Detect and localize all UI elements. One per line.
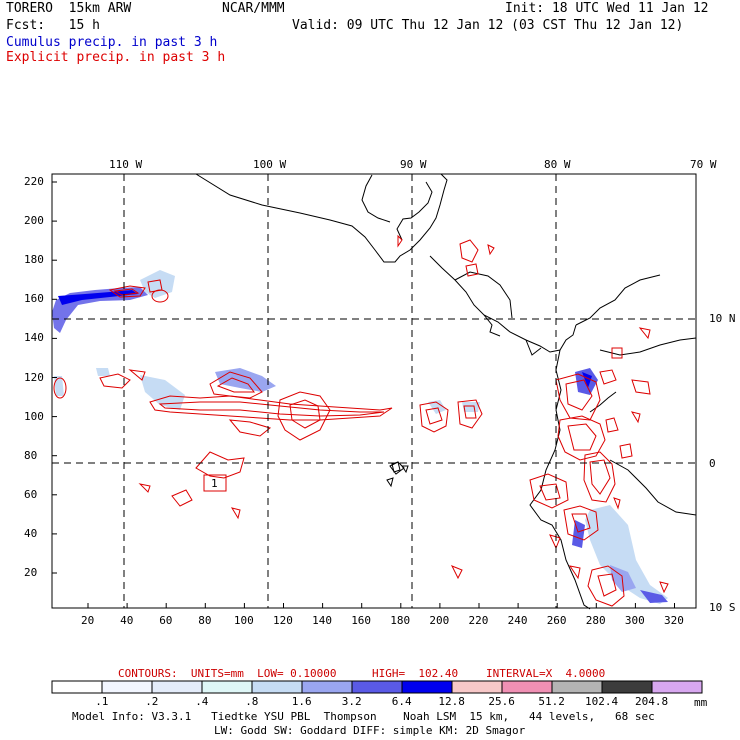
- y-tick-label: 100: [24, 409, 44, 423]
- x-tick-label: 220: [468, 614, 489, 627]
- x-tick-label: 60: [159, 614, 173, 627]
- y-tick-label: 20: [24, 566, 38, 579]
- lat-label-10s: 10 S: [709, 601, 736, 614]
- colorbar-label: 6.4: [391, 695, 412, 708]
- colorbar-label: 3.2: [341, 695, 362, 708]
- colorbar-label: 204.8: [635, 695, 669, 708]
- x-tick-label: 200: [429, 614, 450, 627]
- x-tick-label: 260: [546, 614, 567, 627]
- x-tick-label: 160: [351, 614, 372, 627]
- colorbar-units: mm: [694, 696, 708, 709]
- x-tick-label: 300: [624, 614, 645, 627]
- lon-label-70w: 70 W: [690, 158, 717, 171]
- x-tick-label: 80: [198, 614, 212, 627]
- land-contours: [386, 461, 409, 488]
- y-tick-label: 180: [24, 253, 44, 267]
- y-tick-label: 220: [24, 175, 44, 188]
- explicit-precip-contours: [53, 234, 669, 607]
- x-tick-label: 40: [120, 614, 134, 627]
- contour-value-label: 1: [211, 477, 218, 490]
- x-tick-label: 20: [81, 614, 95, 627]
- x-tick-label: 240: [507, 614, 528, 627]
- lat-label-10n: 10 N: [709, 312, 736, 325]
- y-tick-label: 200: [24, 214, 44, 228]
- y-tick-label: 40: [24, 526, 38, 540]
- graticule: [52, 174, 696, 608]
- init-time: Init: 18 UTC Wed 11 Jan 12: [505, 1, 709, 16]
- y-tick-label: 120: [24, 370, 44, 384]
- colorbar-label: .2: [145, 695, 159, 708]
- physics-info: LW: Godd SW: Goddard DIFF: simple KM: 2D…: [214, 724, 526, 737]
- colorbar-label: 12.8: [438, 695, 465, 708]
- colorbar-label: 25.6: [488, 695, 515, 708]
- contour-high-info: HIGH= 102.40: [372, 667, 459, 680]
- map-frame: [51, 173, 697, 609]
- x-tick-label: 320: [664, 614, 684, 627]
- contour-units-info: CONTOURS: UNITS=mm LOW= 0.10000: [118, 667, 337, 680]
- lon-label-110w: 110 W: [109, 158, 143, 171]
- lon-label-90w: 90 W: [400, 158, 427, 171]
- colorbar-label: 1.6: [291, 695, 312, 708]
- colorbar-label: .1: [95, 695, 109, 708]
- y-tick-label: 80: [24, 448, 38, 462]
- colorbar-label: .4: [195, 695, 209, 708]
- organization-label: NCAR/MMM: [222, 1, 285, 16]
- lon-label-100w: 100 W: [253, 158, 287, 171]
- coastline: [195, 173, 697, 610]
- lat-label-0: 0: [709, 457, 716, 470]
- cumulus-field-label: Cumulus precip. in past 3 h: [6, 35, 218, 50]
- model-info: Model Info: V3.3.1 Tiedtke YSU PBL Thomp…: [72, 710, 655, 723]
- y-tick-label: 140: [24, 331, 44, 345]
- x-tick-label: 180: [390, 614, 411, 627]
- x-tick-label: 280: [585, 614, 606, 627]
- y-tick-label: 60: [24, 487, 38, 501]
- x-tick-label: 100: [233, 614, 254, 627]
- y-tick-label: 160: [24, 292, 44, 306]
- lon-label-80w: 80 W: [544, 158, 571, 171]
- axis-ticks: [52, 181, 675, 608]
- valid-time: Valid: 09 UTC Thu 12 Jan 12 (03 CST Thu …: [292, 18, 684, 33]
- explicit-field-label: Explicit precip. in past 3 h: [6, 50, 226, 65]
- cumulus-precip: [52, 270, 668, 604]
- contour-interval-info: INTERVAL=X 4.0000: [486, 667, 606, 680]
- model-title: TORERO 15km ARW: [6, 1, 132, 16]
- x-tick-label: 120: [273, 614, 293, 627]
- colorbar-label: .8: [245, 695, 259, 708]
- colorbar-label: 102.4: [585, 695, 619, 708]
- colorbar-label: 51.2: [538, 695, 565, 708]
- forecast-hour: Fcst: 15 h: [6, 18, 100, 33]
- x-tick-label: 140: [312, 614, 332, 627]
